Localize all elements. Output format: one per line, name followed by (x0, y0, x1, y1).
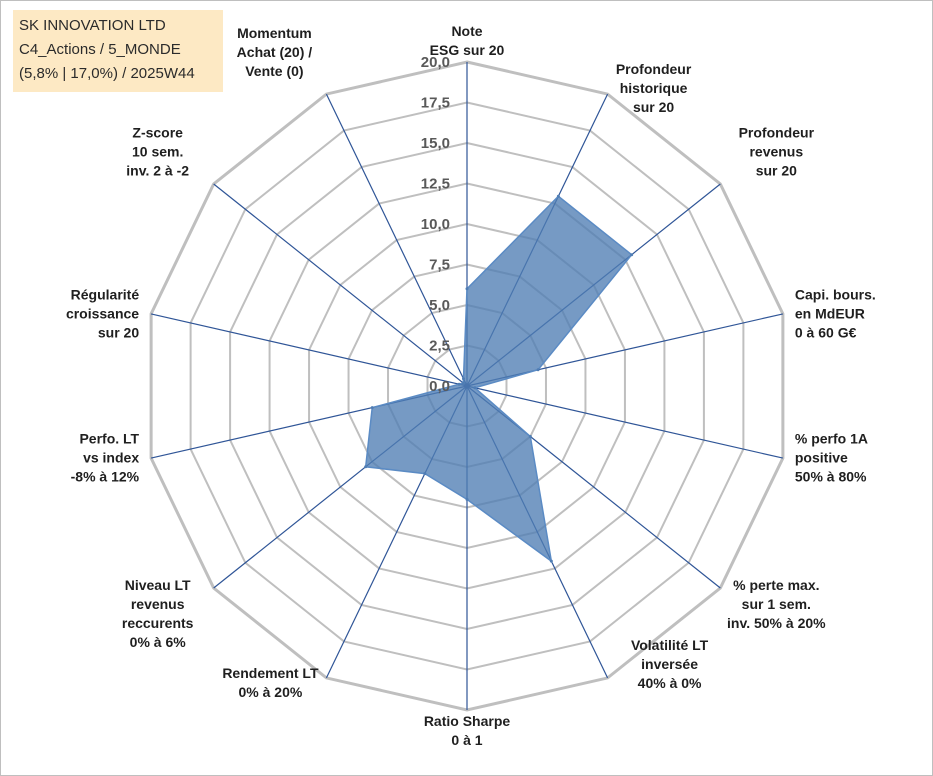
data-point-1 (556, 194, 560, 198)
axis-label-9-line-2: reccurents (122, 615, 194, 631)
axis-label-4-line-1: positive (795, 450, 848, 466)
axis-label-1: Profondeur historique sur 20 (616, 61, 692, 115)
axis-label-3-line-1: en MdEUR (795, 305, 865, 321)
axis-label-3: Capi. bours. en MdEUR 0 à 60 G€ (795, 286, 876, 340)
data-point-11 (457, 382, 461, 386)
data-point-0 (465, 287, 469, 291)
axis-label-3-line-0: Capi. bours. (795, 286, 876, 302)
axis-label-11-line-0: Régularité (71, 286, 140, 302)
axis-label-1-line-2: sur 20 (633, 99, 674, 115)
axis-spoke-13 (325, 93, 468, 387)
axis-label-7-line-0: Ratio Sharpe (424, 713, 511, 729)
axis-label-4-line-0: % perfo 1A (795, 431, 868, 447)
data-point-13 (461, 377, 465, 381)
data-series-polygon (364, 195, 633, 563)
axis-label-5: % perte max. sur 1 sem. inv. 50% à 20% (727, 577, 826, 631)
company-name: SK INNOVATION LTD (19, 17, 166, 34)
axis-label-10-line-2: -8% à 12% (71, 469, 140, 485)
axis-label-13-line-2: Vente (0) (245, 63, 303, 79)
axis-label-4-line-2: 50% à 80% (795, 469, 867, 485)
data-point-3 (536, 368, 540, 372)
axis-label-7: Ratio Sharpe 0 à 1 (424, 713, 511, 748)
category-label: C4_Actions / 5_MONDE (19, 41, 181, 58)
axis-label-12: Z-score 10 sem. inv. 2 à -2 (126, 124, 189, 178)
axis-label-6-line-0: Volatilité LT (631, 637, 709, 653)
axis-label-9: Niveau LT revenus reccurents 0% à 6% (122, 577, 194, 650)
axis-label-11: Régularité croissance sur 20 (66, 286, 139, 340)
axis-label-13-line-0: Momentum (237, 25, 312, 41)
tick-label-2: 5,0 (429, 297, 450, 314)
axis-label-9-line-0: Niveau LT (125, 577, 191, 593)
axis-label-9-line-1: revenus (131, 596, 185, 612)
axis-label-8-line-1: 0% à 20% (239, 684, 303, 700)
data-point-2 (630, 253, 634, 257)
axis-label-4: % perfo 1A positive 50% à 80% (795, 431, 868, 485)
axis-label-8-line-0: Rendement LT (222, 665, 319, 681)
axis-label-6: Volatilité LT inversée 40% à 0% (631, 637, 709, 691)
data-point-12 (461, 381, 465, 385)
axis-label-6-line-1: inversée (641, 656, 698, 672)
data-point-6 (549, 559, 553, 563)
info-box: SK INNOVATION LTD C4_Actions / 5_MONDE (… (13, 10, 223, 92)
axis-label-2-line-2: sur 20 (756, 162, 797, 178)
axis-label-9-line-3: 0% à 6% (130, 634, 187, 650)
data-point-10 (370, 406, 374, 410)
axis-label-6-line-2: 40% à 0% (638, 675, 702, 691)
axis-label-1-line-1: historique (620, 80, 688, 96)
axis-label-10: Perfo. LT vs index -8% à 12% (71, 431, 140, 485)
axis-label-1-line-0: Profondeur (616, 61, 692, 77)
axis-label-13-line-1: Achat (20) / (237, 44, 313, 60)
axis-label-11-line-1: croissance (66, 305, 139, 321)
axis-label-0-line-1: ESG sur 20 (430, 42, 505, 58)
axis-label-10-line-1: vs index (83, 450, 139, 466)
axis-label-5-line-2: inv. 50% à 20% (727, 615, 826, 631)
tick-label-0: 0,0 (429, 378, 450, 395)
axis-label-13: Momentum Achat (20) / Vente (0) (237, 25, 313, 79)
axis-label-5-line-0: % perte max. (733, 577, 819, 593)
tick-label-1: 2,5 (429, 338, 450, 355)
tick-label-5: 12,5 (421, 176, 450, 193)
tick-label-6: 15,0 (421, 135, 450, 152)
axis-spoke-4 (466, 385, 784, 459)
period-label: (5,8% | 17,0%) / 2025W44 (19, 65, 195, 82)
data-point-4 (473, 386, 477, 390)
data-point-5 (528, 435, 532, 439)
axis-label-0-line-0: Note (451, 23, 482, 39)
axis-spoke-11 (150, 313, 468, 387)
axis-label-2: Profondeur revenus sur 20 (739, 124, 815, 178)
axis-label-2-line-1: revenus (749, 143, 803, 159)
axis-label-12-line-2: inv. 2 à -2 (126, 162, 189, 178)
axis-label-12-line-0: Z-score (132, 124, 183, 140)
data-point-8 (423, 472, 427, 476)
tick-label-3: 7,5 (429, 257, 450, 274)
axis-label-5-line-1: sur 1 sem. (742, 596, 811, 612)
data-point-9 (364, 465, 368, 469)
axis-label-12-line-1: 10 sem. (132, 143, 183, 159)
axis-label-10-line-0: Perfo. LT (79, 431, 139, 447)
axis-spoke-12 (213, 183, 468, 387)
axis-label-2-line-0: Profondeur (739, 124, 815, 140)
axis-label-3-line-2: 0 à 60 G€ (795, 324, 857, 340)
tick-label-7: 17,5 (421, 95, 450, 112)
data-point-7 (465, 497, 469, 501)
axis-label-11-line-2: sur 20 (98, 324, 139, 340)
axis-label-8: Rendement LT 0% à 20% (222, 665, 319, 700)
axis-label-7-line-1: 0 à 1 (451, 732, 482, 748)
tick-label-8: 20,0 (421, 54, 450, 71)
tick-label-4: 10,0 (421, 216, 450, 233)
axis-label-0: Note ESG sur 20 (430, 23, 505, 58)
